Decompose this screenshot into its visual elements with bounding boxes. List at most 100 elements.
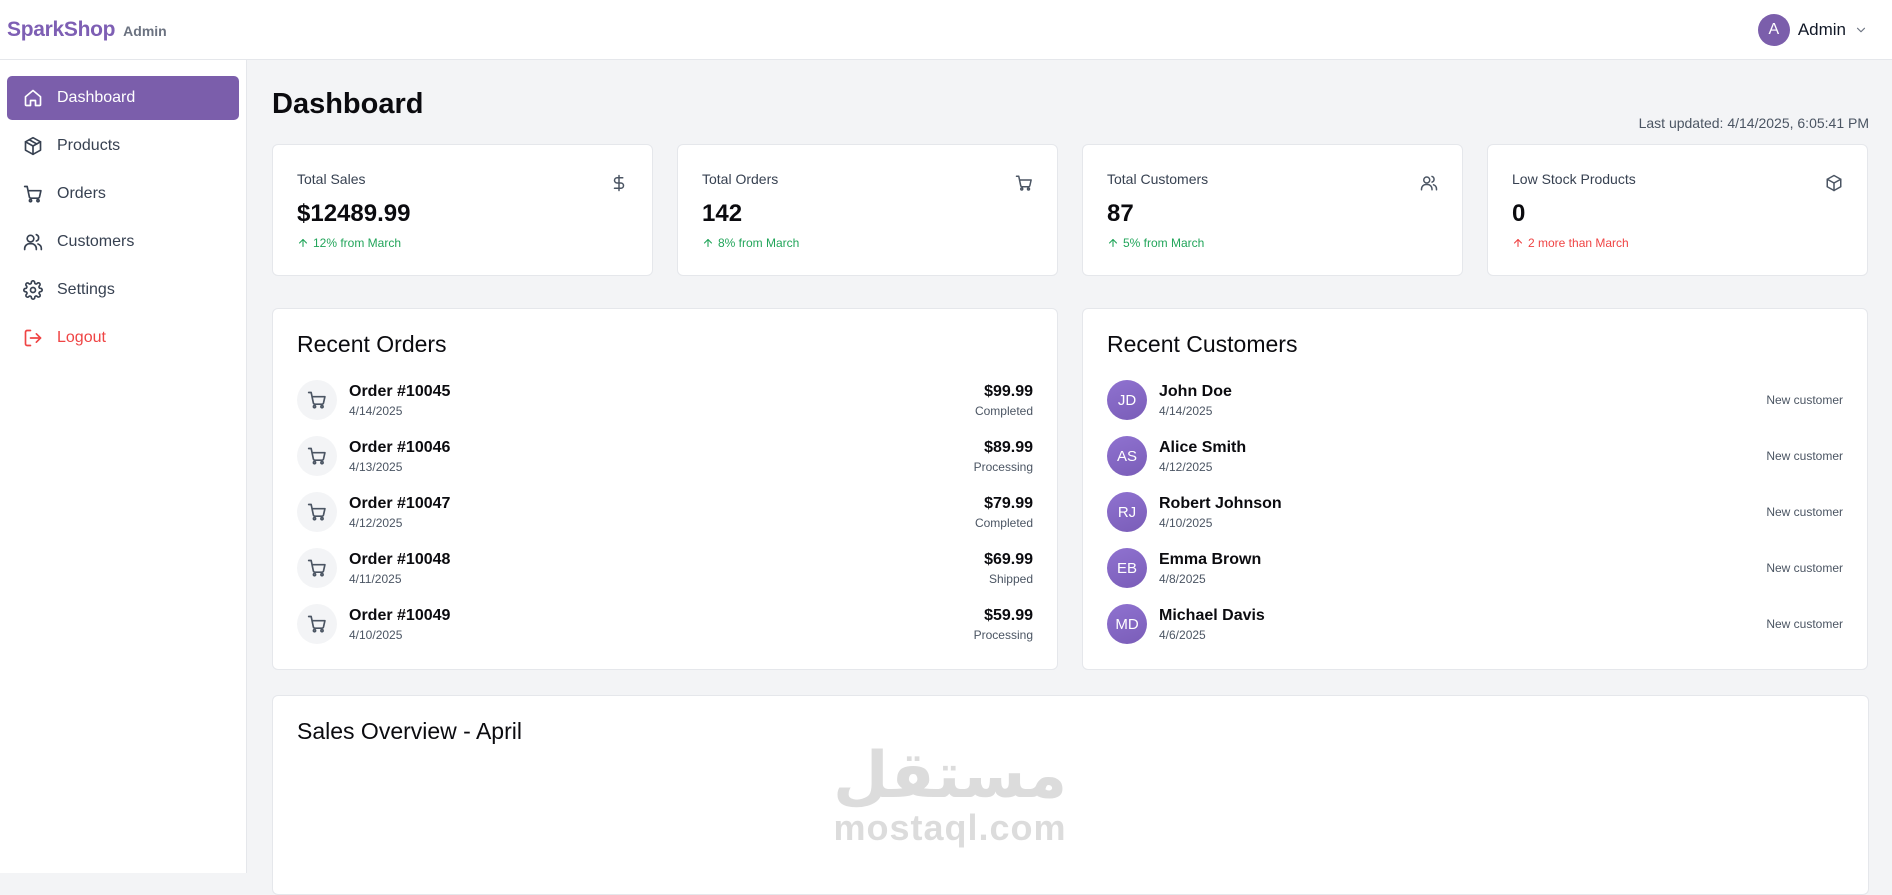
row-text: Michael Davis 4/6/2025 <box>1159 607 1766 642</box>
stat-change: 2 more than March <box>1512 236 1843 250</box>
customer-note: New customer <box>1766 505 1843 519</box>
customer-note: New customer <box>1766 561 1843 575</box>
order-amount: $89.99 <box>984 438 1033 456</box>
cart-icon <box>307 559 326 577</box>
stat-change: 12% from March <box>297 236 628 250</box>
arrow-up-icon <box>1513 238 1523 248</box>
page-header: Dashboard Last updated: 4/14/2025, 6:05:… <box>272 60 1869 144</box>
list-item[interactable]: AS Alice Smith 4/12/2025 New customer <box>1107 428 1843 484</box>
stat-label: Total Sales <box>297 171 366 187</box>
order-date: 4/12/2025 <box>349 515 403 530</box>
logout-icon <box>24 329 42 347</box>
row-text: Robert Johnson 4/10/2025 <box>1159 495 1766 530</box>
cart-icon <box>23 185 42 203</box>
stat-card-total-sales: Total Sales $12489.99 12% from March <box>272 144 653 276</box>
customer-note: New customer <box>1766 617 1843 631</box>
page-title: Dashboard <box>272 88 424 120</box>
list-item[interactable]: RJ Robert Johnson 4/10/2025 New customer <box>1107 484 1843 540</box>
order-date: 4/10/2025 <box>349 627 403 642</box>
customer-date: 4/10/2025 <box>1159 515 1213 530</box>
list-item[interactable]: Order #10045 4/14/2025 $99.99 Completed <box>297 372 1033 428</box>
order-amount: $59.99 <box>984 606 1033 624</box>
watermark-latin: mostaql.com <box>833 807 1067 848</box>
customer-name: Michael Davis <box>1159 606 1265 624</box>
row-text: Order #10046 4/13/2025 <box>349 439 974 474</box>
arrow-up-icon <box>1108 238 1118 248</box>
sidebar-item-label: Logout <box>57 329 106 346</box>
row-text: Alice Smith 4/12/2025 <box>1159 439 1766 474</box>
cart-icon <box>1015 175 1032 191</box>
order-status: Processing <box>973 459 1033 474</box>
top-bar: SparkShop Admin A Admin <box>0 0 1892 60</box>
sidebar-item-label: Products <box>57 137 121 154</box>
brand[interactable]: SparkShop Admin <box>7 18 167 42</box>
cart-icon <box>307 447 326 465</box>
list-item[interactable]: MD Michael Davis 4/6/2025 New customer <box>1107 596 1843 652</box>
order-status: Completed <box>974 515 1033 530</box>
stat-value: 87 <box>1107 200 1134 227</box>
row-right: $59.99 Processing <box>974 607 1033 642</box>
row-text: Emma Brown 4/8/2025 <box>1159 551 1766 586</box>
customer-note: New customer <box>1766 449 1843 463</box>
order-date: 4/14/2025 <box>349 403 403 418</box>
sidebar-item-products[interactable]: Products <box>7 124 239 168</box>
customer-note: New customer <box>1766 393 1843 407</box>
package-icon <box>24 136 42 156</box>
sidebar-item-orders[interactable]: Orders <box>7 172 239 216</box>
order-amount: $69.99 <box>984 550 1033 568</box>
stat-label: Total Orders <box>702 171 779 187</box>
order-name: Order #10048 <box>349 550 451 568</box>
user-menu[interactable]: A Admin <box>1757 13 1868 46</box>
customer-date: 4/8/2025 <box>1159 571 1206 586</box>
stats-row: Total Sales $12489.99 12% from March Tot… <box>272 144 1869 276</box>
recent-customers-panel: Recent Customers JD John Doe 4/14/2025 New … <box>1082 308 1868 670</box>
stat-change: 8% from March <box>702 236 1033 250</box>
customers-list: JD John Doe 4/14/2025 New customer AS Alice S… <box>1107 372 1843 652</box>
list-item[interactable]: Order #10047 4/12/2025 $79.99 Completed <box>297 484 1033 540</box>
cart-icon <box>307 391 326 409</box>
customer-date: 4/6/2025 <box>1159 627 1206 642</box>
arrow-up-icon <box>298 238 308 248</box>
sidebar-item-logout[interactable]: Logout <box>7 316 239 360</box>
row-text: Order #10047 4/12/2025 <box>349 495 975 530</box>
main-content: Dashboard Last updated: 4/14/2025, 6:05:… <box>272 60 1869 895</box>
list-item[interactable]: Order #10049 4/10/2025 $59.99 Processing <box>297 596 1033 652</box>
sidebar-item-dashboard[interactable]: Dashboard <box>7 76 239 120</box>
sidebar-item-settings[interactable]: Settings <box>7 268 239 312</box>
sidebar-item-label: Dashboard <box>57 89 136 106</box>
order-icon <box>297 380 337 420</box>
order-icon <box>297 436 337 476</box>
list-item[interactable]: JD John Doe 4/14/2025 New customer <box>1107 372 1843 428</box>
gear-icon <box>23 280 43 300</box>
stat-change-text: 12% from March <box>313 236 402 250</box>
order-name: Order #10047 <box>349 494 451 512</box>
customer-date: 4/14/2025 <box>1159 403 1213 418</box>
row-text: John Doe 4/14/2025 <box>1159 383 1766 418</box>
list-item[interactable]: Order #10046 4/13/2025 $89.99 Processing <box>297 428 1033 484</box>
last-updated: Last updated: 4/14/2025, 6:05:41 PM <box>1638 115 1869 131</box>
stat-change: 5% from March <box>1107 236 1438 250</box>
panel-title: Sales Overview - April <box>297 718 522 744</box>
brand-name: SparkShop <box>7 17 116 41</box>
order-name: Order #10045 <box>349 382 451 400</box>
home-icon <box>24 89 42 107</box>
order-amount: $79.99 <box>984 494 1033 512</box>
chevron-down-icon <box>1856 27 1866 32</box>
customer-date: 4/12/2025 <box>1159 459 1213 474</box>
stat-label: Total Customers <box>1107 171 1209 187</box>
row-right: $69.99 Shipped <box>984 551 1033 586</box>
avatar: EB <box>1107 548 1147 588</box>
sidebar-item-customers[interactable]: Customers <box>7 220 239 264</box>
stat-change-text: 5% from March <box>1123 236 1205 250</box>
dollar-icon <box>613 174 625 192</box>
panel-title: Recent Orders <box>297 331 447 357</box>
stat-value: 142 <box>702 200 743 227</box>
panel-title: Recent Customers <box>1107 331 1298 357</box>
list-item[interactable]: Order #10048 4/11/2025 $69.99 Shipped <box>297 540 1033 596</box>
list-item[interactable]: EB Emma Brown 4/8/2025 New customer <box>1107 540 1843 596</box>
row-right: $99.99 Completed <box>975 383 1033 418</box>
users-icon <box>1420 175 1438 191</box>
orders-list: Order #10045 4/14/2025 $99.99 Completed Orde… <box>297 372 1033 652</box>
stat-value: $12489.99 <box>297 200 411 227</box>
user-name: Admin <box>1797 19 1846 39</box>
